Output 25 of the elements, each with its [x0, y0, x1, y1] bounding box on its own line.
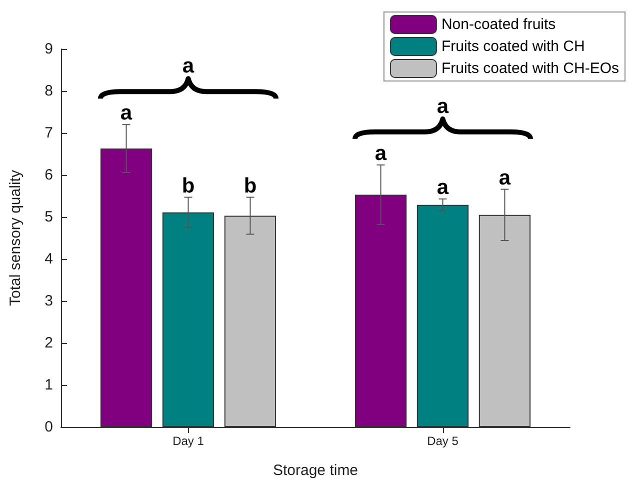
y-axis-title: Total sensory quality [7, 170, 24, 306]
data-label: b [244, 174, 257, 198]
y-tick-label: 7 [44, 124, 53, 142]
y-tick-label: 3 [44, 292, 53, 310]
data-label: a [436, 176, 449, 199]
y-tick-label: 9 [44, 40, 53, 58]
data-label: a [374, 142, 387, 165]
y-tick-label: 4 [44, 250, 53, 268]
legend-label: Non-coated fruits [441, 16, 556, 33]
data-label: a [120, 102, 132, 125]
legend-label: Fruits coated with CH [441, 38, 585, 55]
y-tick-label: 0 [44, 418, 53, 436]
annotation: a [182, 54, 194, 78]
legend-label: Fruits coated with CH-EOs [441, 60, 619, 77]
x-axis-title: Storage time [272, 462, 358, 479]
y-tick-label: 6 [44, 166, 53, 184]
annotation: a [436, 94, 449, 118]
y-tick-label: 5 [44, 208, 53, 226]
y-tick-label: 2 [44, 334, 53, 352]
x-tick-label: Day 1 [172, 434, 204, 448]
x-tick-label: Day 5 [427, 434, 459, 448]
y-tick-label: 1 [44, 376, 53, 394]
y-tick-label: 8 [44, 82, 53, 100]
data-label: a [498, 166, 511, 190]
data-label: b [182, 174, 195, 198]
